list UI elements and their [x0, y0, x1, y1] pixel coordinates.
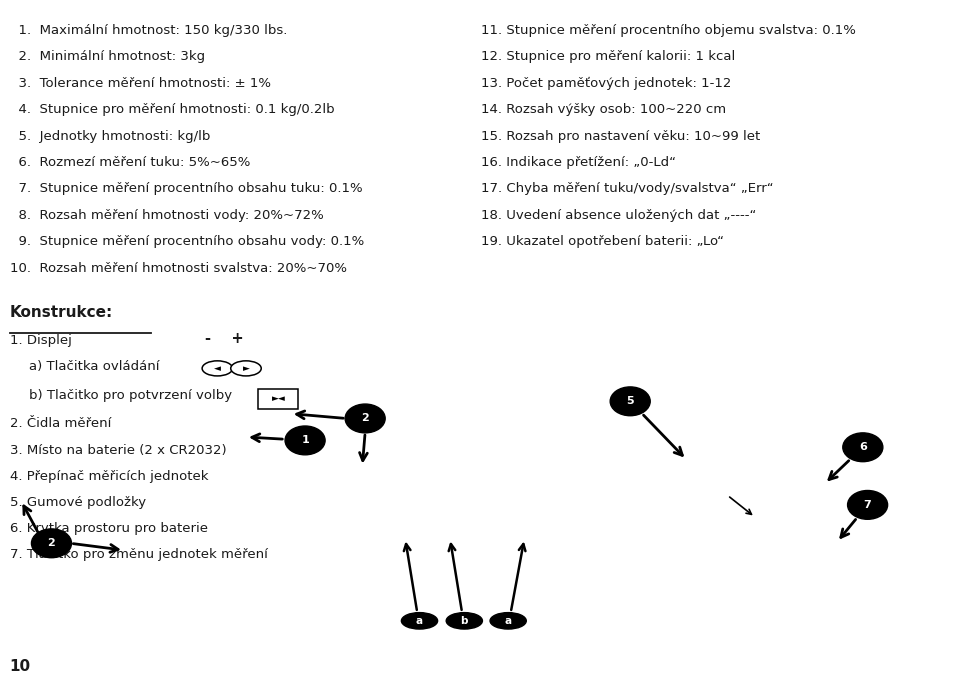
Text: a: a: [416, 616, 423, 626]
Ellipse shape: [401, 613, 438, 629]
Text: 9.  Stupnice měření procentního obsahu vody: 0.1%: 9. Stupnice měření procentního obsahu vo…: [10, 235, 364, 248]
Text: 3. Místo na baterie (2 x CR2032): 3. Místo na baterie (2 x CR2032): [10, 444, 227, 457]
Text: 6: 6: [859, 442, 867, 452]
Text: 8.  Rozsah měření hmotnosti vody: 20%~72%: 8. Rozsah měření hmotnosti vody: 20%~72%: [10, 209, 324, 222]
Ellipse shape: [203, 361, 232, 376]
FancyBboxPatch shape: [258, 389, 299, 410]
Text: 2. Čidla měření: 2. Čidla měření: [10, 418, 111, 431]
Text: 7. Tlačítko pro změnu jednotek měření: 7. Tlačítko pro změnu jednotek měření: [10, 548, 268, 561]
Ellipse shape: [230, 361, 261, 376]
Text: 7.  Stupnice měření procentního obsahu tuku: 0.1%: 7. Stupnice měření procentního obsahu tu…: [10, 182, 362, 196]
Text: 19. Ukazatel opotřebení baterii: „Lo“: 19. Ukazatel opotřebení baterii: „Lo“: [482, 235, 725, 248]
Text: 4.  Stupnice pro měření hmotnosti: 0.1 kg/0.2lb: 4. Stupnice pro měření hmotnosti: 0.1 kg…: [10, 104, 334, 116]
Text: 16. Indikace přetížení: „0-Ld“: 16. Indikace přetížení: „0-Ld“: [482, 156, 677, 169]
Text: ►: ►: [243, 364, 250, 373]
Text: a: a: [505, 616, 512, 626]
Text: 13. Počet paměťových jednotek: 1-12: 13. Počet paměťových jednotek: 1-12: [482, 77, 732, 90]
Circle shape: [32, 529, 71, 558]
Text: 18. Uvedení absence uložených dat „----“: 18. Uvedení absence uložených dat „----“: [482, 209, 756, 222]
Circle shape: [848, 490, 888, 519]
Text: 17. Chyba měření tuku/vody/svalstva“ „Err“: 17. Chyba měření tuku/vody/svalstva“ „Er…: [482, 182, 774, 196]
Text: 12. Stupnice pro měření kalorii: 1 kcal: 12. Stupnice pro měření kalorii: 1 kcal: [482, 51, 735, 63]
Text: 2: 2: [48, 539, 56, 548]
Text: 5.  Jednotky hmotnosti: kg/lb: 5. Jednotky hmotnosti: kg/lb: [10, 130, 210, 143]
Text: 3.  Tolerance měření hmotnosti: ± 1%: 3. Tolerance měření hmotnosti: ± 1%: [10, 77, 271, 90]
Text: 4. Přepínač měřicích jednotek: 4. Přepínač měřicích jednotek: [10, 470, 208, 483]
Circle shape: [346, 404, 385, 433]
Text: 5: 5: [626, 397, 634, 406]
Circle shape: [285, 426, 325, 455]
Text: b: b: [461, 616, 468, 626]
Circle shape: [611, 387, 650, 416]
Text: 5. Gumové podložky: 5. Gumové podložky: [10, 496, 146, 509]
Text: 1. Displej: 1. Displej: [10, 334, 71, 347]
Circle shape: [843, 433, 883, 462]
Text: b) Tlačitko pro potvrzení volby: b) Tlačitko pro potvrzení volby: [29, 389, 231, 402]
Text: 1.  Maximální hmotnost: 150 kg/330 lbs.: 1. Maximální hmotnost: 150 kg/330 lbs.: [10, 24, 287, 37]
Text: ►◄: ►◄: [272, 394, 285, 403]
Text: 11. Stupnice měření procentního objemu svalstva: 0.1%: 11. Stupnice měření procentního objemu s…: [482, 24, 856, 37]
Text: 6.  Rozmezí měření tuku: 5%~65%: 6. Rozmezí měření tuku: 5%~65%: [10, 156, 250, 169]
Text: 10: 10: [10, 659, 31, 674]
Text: -    +: - +: [205, 331, 244, 346]
Text: 2: 2: [361, 414, 369, 423]
Text: Konstrukce:: Konstrukce:: [10, 305, 112, 320]
Text: a) Tlačitka ovládání: a) Tlačitka ovládání: [29, 360, 159, 373]
Text: 6. Krytka prostoru pro baterie: 6. Krytka prostoru pro baterie: [10, 522, 207, 535]
Text: 1: 1: [301, 436, 309, 445]
Text: 10.  Rozsah měření hmotnosti svalstva: 20%~70%: 10. Rozsah měření hmotnosti svalstva: 20…: [10, 261, 347, 274]
Text: 14. Rozsah výšky osob: 100~220 cm: 14. Rozsah výšky osob: 100~220 cm: [482, 104, 727, 116]
Text: ◄: ◄: [214, 364, 221, 373]
Text: 7: 7: [864, 500, 872, 510]
Ellipse shape: [446, 613, 483, 629]
Text: 2.  Minimální hmotnost: 3kg: 2. Minimální hmotnost: 3kg: [10, 51, 204, 63]
Ellipse shape: [490, 613, 526, 629]
Text: 15. Rozsah pro nastavení věku: 10~99 let: 15. Rozsah pro nastavení věku: 10~99 let: [482, 130, 760, 143]
